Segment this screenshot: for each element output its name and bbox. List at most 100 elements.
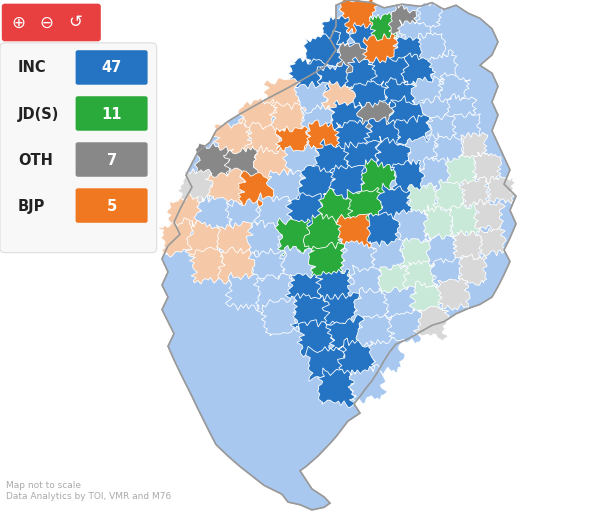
Polygon shape [362,33,400,71]
Polygon shape [356,314,397,351]
Polygon shape [381,77,419,115]
Polygon shape [322,292,362,329]
Polygon shape [263,78,302,116]
Polygon shape [347,265,386,305]
Polygon shape [337,241,380,280]
Polygon shape [377,264,413,299]
Polygon shape [394,115,433,154]
Polygon shape [275,126,311,162]
Polygon shape [284,273,327,311]
Polygon shape [458,254,487,285]
Polygon shape [452,111,481,145]
Polygon shape [205,168,248,209]
Polygon shape [403,260,438,294]
Polygon shape [356,100,395,138]
Polygon shape [385,96,427,135]
Polygon shape [317,188,356,231]
Polygon shape [472,152,502,183]
Polygon shape [409,281,445,316]
Polygon shape [177,168,215,206]
Polygon shape [337,42,370,78]
Text: Data Analytics by TOI, VMR and M76: Data Analytics by TOI, VMR and M76 [6,492,171,501]
Polygon shape [286,192,326,231]
Polygon shape [329,165,367,203]
Polygon shape [188,247,227,284]
FancyBboxPatch shape [0,43,157,253]
Text: 5: 5 [106,199,117,213]
Polygon shape [317,368,359,408]
Polygon shape [304,30,346,72]
Polygon shape [305,346,349,381]
Polygon shape [400,238,435,271]
Polygon shape [405,134,440,172]
Polygon shape [377,183,415,224]
Polygon shape [381,286,420,322]
Polygon shape [411,76,447,112]
Polygon shape [266,169,306,208]
Polygon shape [424,205,457,242]
Polygon shape [283,143,323,182]
Polygon shape [296,165,341,206]
Polygon shape [394,209,431,246]
Polygon shape [419,156,454,192]
Polygon shape [445,155,478,189]
Polygon shape [371,238,406,276]
Polygon shape [247,221,284,258]
Polygon shape [314,139,355,180]
Polygon shape [194,195,236,236]
Polygon shape [162,0,516,510]
FancyBboxPatch shape [76,188,148,223]
Polygon shape [449,201,481,237]
Polygon shape [352,287,391,325]
Polygon shape [225,199,265,235]
Polygon shape [367,212,404,250]
Polygon shape [348,365,388,404]
Polygon shape [336,214,375,252]
Polygon shape [238,97,277,136]
Polygon shape [437,278,470,310]
Polygon shape [391,159,425,198]
Text: ⊖: ⊖ [40,14,54,31]
Polygon shape [253,274,294,313]
Polygon shape [413,306,449,341]
Polygon shape [315,269,356,309]
Text: OTH: OTH [18,153,53,167]
Polygon shape [373,136,413,179]
Polygon shape [290,293,332,335]
Polygon shape [416,1,442,28]
Polygon shape [269,101,307,141]
Polygon shape [427,234,459,267]
Polygon shape [389,33,427,70]
Polygon shape [278,245,320,287]
Polygon shape [225,272,265,311]
Polygon shape [427,50,458,85]
Polygon shape [300,105,337,141]
FancyBboxPatch shape [76,96,148,131]
Polygon shape [356,158,397,201]
Polygon shape [303,213,346,255]
Polygon shape [433,179,468,214]
Polygon shape [368,337,405,374]
Polygon shape [325,100,369,142]
Polygon shape [461,132,488,163]
Polygon shape [460,177,490,210]
Polygon shape [287,58,326,95]
Polygon shape [401,53,438,90]
Polygon shape [478,228,506,256]
FancyBboxPatch shape [2,4,101,41]
Polygon shape [425,114,461,149]
Polygon shape [244,122,285,163]
Text: JD(S): JD(S) [18,107,59,121]
Polygon shape [218,247,258,284]
Polygon shape [349,22,383,56]
Polygon shape [349,81,392,120]
Polygon shape [453,230,485,260]
Polygon shape [436,73,470,108]
Polygon shape [387,310,424,344]
FancyBboxPatch shape [76,50,148,85]
Polygon shape [167,194,204,232]
Polygon shape [388,4,417,37]
Polygon shape [157,218,194,257]
Polygon shape [294,82,329,119]
Polygon shape [418,32,446,62]
